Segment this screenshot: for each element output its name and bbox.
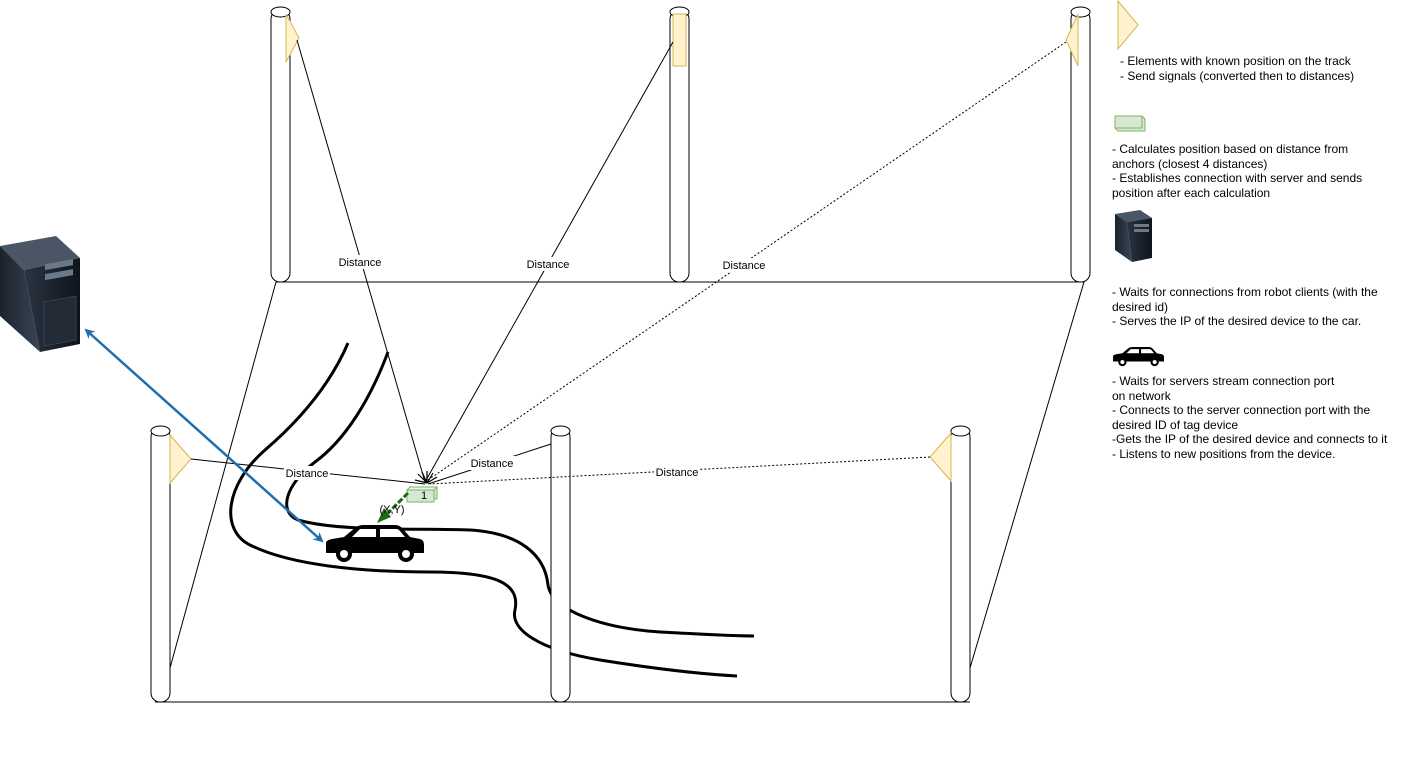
distance-line-near-right	[429, 456, 931, 485]
distance-label: Distance	[527, 259, 570, 271]
legend-line: - Listens to new positions from the devi…	[1112, 446, 1336, 461]
legend-line: - Calculates position based on distance …	[1112, 142, 1349, 156]
legend-tag-description: - Calculates position based on distance …	[1112, 142, 1362, 200]
legend-line: position after each calculation	[1112, 185, 1271, 200]
distance-label: Distance	[339, 257, 382, 269]
distance-labels: Distance Distance Distance Distance Dist…	[284, 255, 767, 480]
far-pole-left	[270, 6, 291, 283]
legend-line: - Waits for servers stream connection po…	[1112, 374, 1335, 388]
anchor-far-middle	[672, 13, 687, 67]
legend-line: - Serves the IP of the desired device to…	[1112, 314, 1362, 328]
legend-line: - Elements with known position on the tr…	[1120, 54, 1351, 68]
legend-line: - Establishes connection with server and…	[1112, 171, 1363, 185]
near-pole-middle	[550, 425, 571, 703]
distance-label: Distance	[286, 468, 329, 480]
legend-car-description: - Waits for servers stream connection po…	[1112, 374, 1387, 461]
legend-anchor-description: - Elements with known position on the tr…	[1120, 54, 1354, 83]
tag-number: 1	[421, 490, 427, 502]
server-computer-icon	[0, 236, 80, 352]
far-pole-right	[1070, 6, 1091, 283]
far-fence	[270, 6, 1091, 283]
tag-device: 1	[405, 471, 439, 503]
signal-burst-icon	[414, 471, 438, 484]
legend-line: on network	[1112, 388, 1171, 403]
track-road	[229, 342, 755, 678]
legend-tag-icon	[1114, 115, 1146, 132]
anchor-far-right	[1065, 13, 1079, 67]
anchor-far-left	[285, 13, 300, 63]
anchor-near-right	[929, 431, 952, 483]
legend-line: - Connects to the server connection port…	[1112, 403, 1371, 417]
near-pole-left	[150, 425, 171, 703]
distance-label: Distance	[656, 467, 699, 479]
near-pole-right	[950, 425, 971, 703]
legend-line: - Waits for connections from robot clien…	[1112, 285, 1378, 299]
legend-line: - Send signals (converted then to distan…	[1120, 68, 1355, 83]
legend-car-icon	[1113, 347, 1164, 367]
legend-server-description: - Waits for connections from robot clien…	[1112, 285, 1378, 329]
position-arrow: (X,Y)	[377, 491, 410, 523]
legend-anchor-icon	[1117, 0, 1139, 51]
legend-server-icon	[1115, 210, 1152, 262]
legend-line: desired id)	[1112, 299, 1169, 314]
legend-line: -Gets the IP of the desired device and c…	[1112, 432, 1388, 446]
position-label: (X,Y)	[379, 504, 404, 516]
legend-line: desired ID of tag device	[1112, 417, 1239, 432]
distance-label: Distance	[723, 260, 766, 272]
anchor-near-left	[169, 433, 192, 485]
legend-line: anchors (closest 4 distances)	[1112, 156, 1268, 171]
car-icon	[326, 525, 424, 562]
server-car-connection-arrow	[84, 328, 324, 543]
distance-label: Distance	[471, 458, 514, 470]
